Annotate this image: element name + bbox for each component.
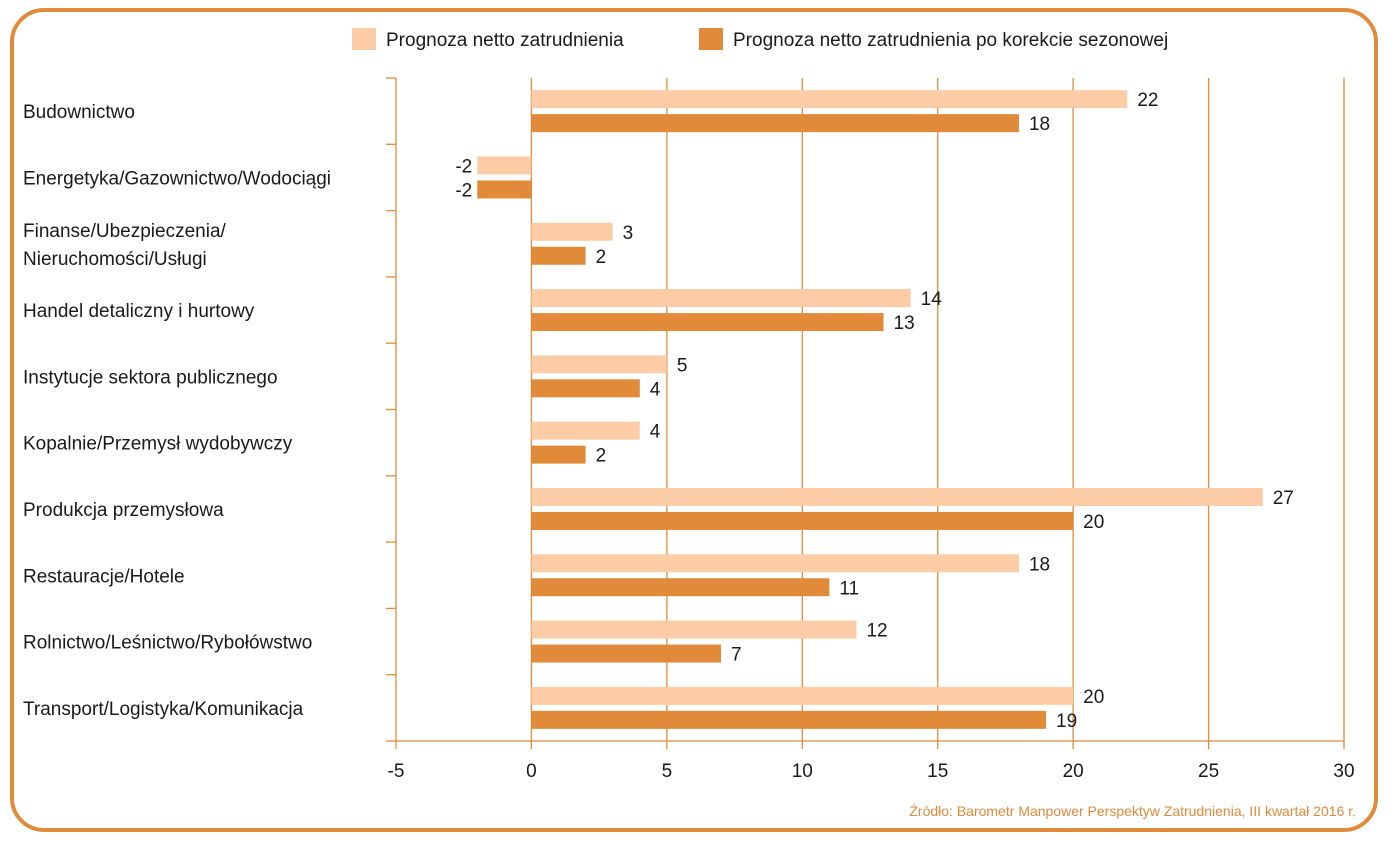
bar bbox=[531, 313, 884, 332]
data-label: 4 bbox=[650, 422, 661, 443]
category-label: Transport/Logistyka/Komunikacja bbox=[23, 699, 304, 720]
x-tick-label: 15 bbox=[927, 761, 948, 782]
x-tick-label: 10 bbox=[792, 761, 813, 782]
source-note: Źródło: Barometr Manpower Perspektyw Zat… bbox=[909, 803, 1356, 819]
bar bbox=[531, 686, 1074, 705]
legend-swatch bbox=[699, 28, 723, 50]
bar bbox=[531, 114, 1019, 133]
bar bbox=[531, 644, 722, 663]
category-label: Finanse/Ubezpieczenia/ bbox=[23, 221, 227, 242]
data-label: 13 bbox=[894, 313, 915, 334]
data-label: 7 bbox=[731, 645, 742, 666]
category-label: Nieruchomości/Usługi bbox=[23, 249, 207, 270]
legend-label: Prognoza netto zatrudnienia po korekcie … bbox=[733, 30, 1168, 51]
bar bbox=[531, 487, 1263, 506]
data-label: 11 bbox=[839, 578, 859, 599]
x-tick-label: 5 bbox=[662, 761, 673, 782]
data-label: 19 bbox=[1056, 711, 1077, 732]
data-label: 2 bbox=[596, 247, 607, 268]
category-label: Budownictwo bbox=[23, 102, 135, 123]
bar bbox=[531, 511, 1074, 530]
category-label: Instytucje sektora publicznego bbox=[23, 367, 278, 388]
data-label: 20 bbox=[1083, 512, 1104, 533]
bar bbox=[531, 421, 640, 440]
bar bbox=[477, 156, 532, 175]
category-label: Produkcja przemysłowa bbox=[23, 500, 224, 521]
data-label: 27 bbox=[1273, 488, 1294, 509]
bar bbox=[531, 246, 586, 265]
bar bbox=[531, 222, 613, 241]
bar bbox=[531, 620, 857, 639]
x-tick-label: -5 bbox=[388, 761, 405, 782]
bar bbox=[477, 180, 532, 199]
data-label: 20 bbox=[1083, 687, 1104, 708]
category-label: Rolnictwo/Leśnictwo/Rybołówstwo bbox=[23, 633, 312, 654]
data-label: 5 bbox=[677, 355, 688, 376]
x-tick-label: 30 bbox=[1333, 761, 1354, 782]
data-label: 18 bbox=[1029, 114, 1050, 135]
data-label: -2 bbox=[455, 156, 472, 177]
legend-label: Prognoza netto zatrudnienia bbox=[386, 30, 624, 51]
legend-swatch bbox=[352, 28, 376, 50]
data-label: 14 bbox=[921, 289, 943, 310]
chart-frame bbox=[10, 8, 1378, 832]
category-label: Restauracje/Hotele bbox=[23, 566, 185, 587]
data-label: 4 bbox=[650, 379, 661, 400]
data-label: 12 bbox=[866, 621, 887, 642]
bar bbox=[531, 445, 586, 464]
bar bbox=[531, 355, 667, 374]
category-label: Kopalnie/Przemysł wydobywczy bbox=[23, 434, 293, 455]
bar bbox=[531, 578, 830, 597]
data-label: 18 bbox=[1029, 554, 1050, 575]
bar bbox=[531, 90, 1128, 109]
bar bbox=[531, 710, 1047, 729]
x-tick-label: 0 bbox=[526, 761, 537, 782]
data-label: 2 bbox=[596, 446, 607, 467]
x-tick-label: 20 bbox=[1063, 761, 1084, 782]
x-tick-label: 25 bbox=[1198, 761, 1219, 782]
data-label: 22 bbox=[1137, 90, 1158, 111]
category-label: Handel detaliczny i hurtowy bbox=[23, 301, 255, 322]
data-label: 3 bbox=[623, 223, 634, 244]
bar bbox=[531, 289, 911, 308]
bar bbox=[531, 554, 1019, 573]
category-label: Energetyka/Gazownictwo/Wodociągi bbox=[23, 168, 331, 189]
data-label: -2 bbox=[455, 180, 472, 201]
bar bbox=[531, 379, 640, 398]
